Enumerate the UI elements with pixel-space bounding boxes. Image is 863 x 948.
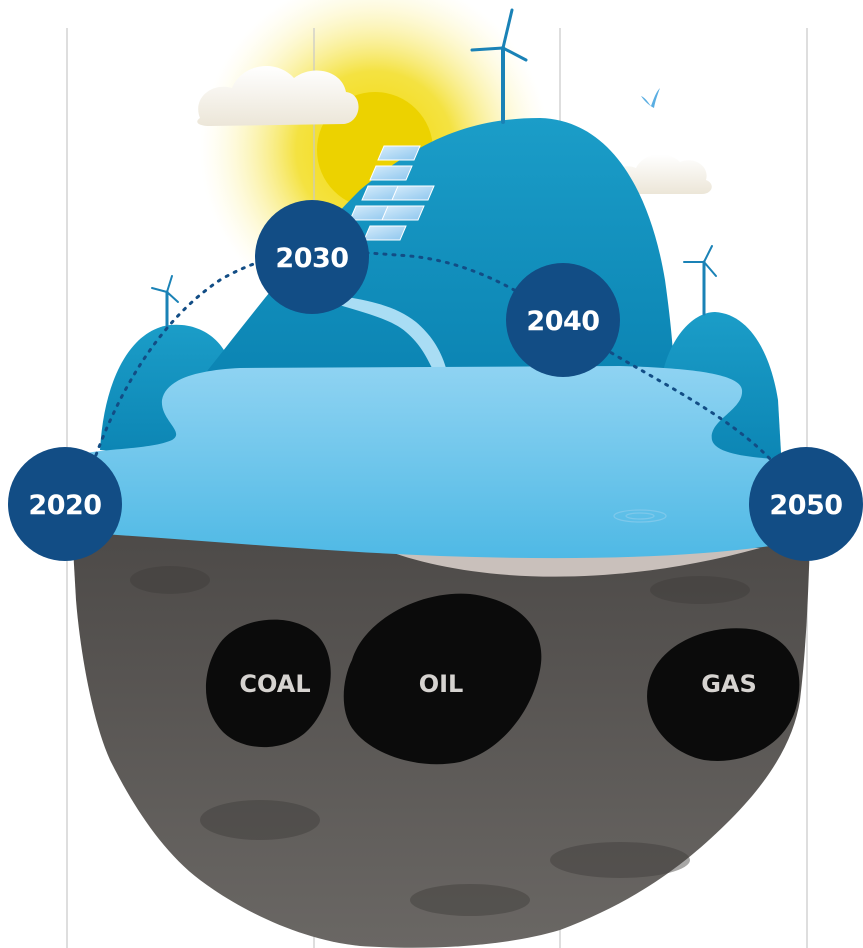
milestone-2050: 2050 [749, 447, 863, 561]
milestone-label: 2020 [28, 490, 101, 521]
fossil-label-oil: OIL [419, 670, 464, 698]
solar-panel-icon [349, 145, 435, 241]
wind-turbine-icon [151, 275, 179, 330]
milestone-2040: 2040 [506, 263, 620, 377]
cloud-icon [609, 154, 712, 194]
wind-turbine-icon [683, 245, 717, 316]
cloud-icon [197, 65, 359, 126]
milestone-label: 2030 [275, 243, 348, 274]
bird-icon [641, 88, 660, 108]
coal-deposit: COAL [205, 619, 331, 748]
fossil-label-coal: COAL [239, 670, 310, 698]
gas-deposit: GAS [647, 628, 800, 761]
milestone-2030: 2030 [255, 200, 369, 314]
milestone-2020: 2020 [8, 447, 122, 561]
oil-deposit: OIL [343, 593, 542, 765]
water-ripples [613, 509, 667, 523]
fossil-label-gas: GAS [701, 670, 757, 698]
milestone-label: 2050 [769, 490, 842, 521]
timeline-path [94, 250, 782, 472]
milestone-label: 2040 [526, 306, 599, 337]
wind-turbine-icon [470, 8, 528, 124]
rock-texture [130, 566, 750, 916]
lake [72, 366, 808, 559]
